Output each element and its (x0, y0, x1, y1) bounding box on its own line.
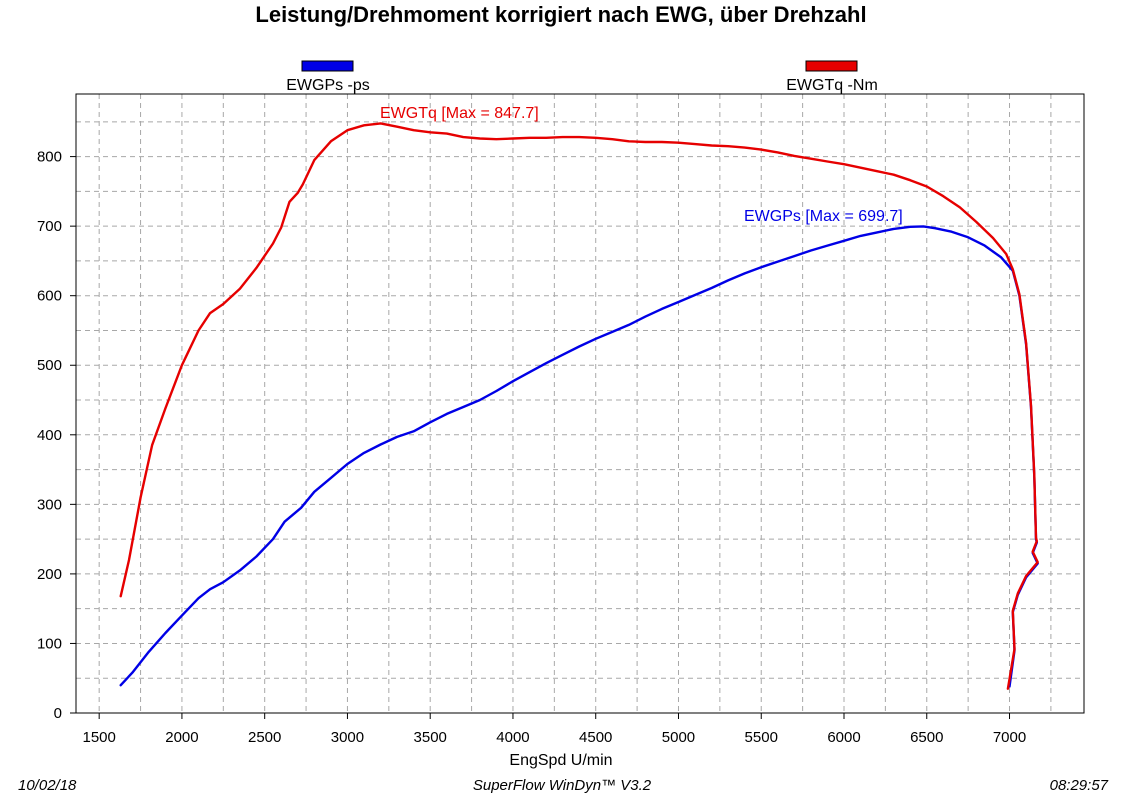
x-tick-label: 2000 (165, 729, 198, 746)
y-tick-label: 200 (37, 566, 62, 583)
grid (76, 94, 1084, 713)
x-tick-label: 6000 (827, 729, 860, 746)
y-tick-label: 300 (37, 496, 62, 513)
legend-label-torque: EWGTq -Nm (786, 77, 878, 94)
legend-label-power: EWGPs -ps (286, 77, 370, 94)
y-tick-label: 0 (54, 705, 62, 722)
y-axis: 0 100 200 300 400 500 600 700 800 (37, 149, 76, 722)
y-tick-label: 800 (37, 149, 62, 166)
annotation-torque-max: EWGTq [Max = 847.7] (380, 105, 539, 122)
legend-swatch-torque (805, 60, 858, 72)
footer-date: 10/02/18 (18, 777, 77, 794)
y-tick-label: 400 (37, 427, 62, 444)
x-tick-label: 5500 (745, 729, 778, 746)
x-tick-label: 2500 (248, 729, 281, 746)
y-tick-label: 600 (37, 288, 62, 305)
x-tick-label: 3000 (331, 729, 364, 746)
x-tick-label: 3500 (414, 729, 447, 746)
y-tick-label: 500 (37, 357, 62, 374)
legend: EWGPs -ps EWGTq -Nm (286, 60, 878, 94)
footer-time: 08:29:57 (1050, 777, 1109, 794)
y-tick-label: 100 (37, 635, 62, 652)
x-tick-label: 6500 (910, 729, 943, 746)
legend-swatch-power (301, 60, 354, 72)
footer-software: SuperFlow WinDyn™ V3.2 (473, 777, 652, 794)
x-tick-label: 4500 (579, 729, 612, 746)
x-tick-label: 5000 (662, 729, 695, 746)
x-axis: 1500 2000 2500 3000 3500 4000 4500 5000 5500 6000… (82, 713, 1026, 746)
chart-title: Leistung/Drehmoment korrigiert nach EWG,… (255, 2, 866, 27)
annotation-power-max: EWGPs [Max = 699.7] (744, 208, 903, 225)
y-tick-label: 700 (37, 218, 62, 235)
x-axis-label: EngSpd U/min (509, 752, 612, 769)
x-tick-label: 7000 (993, 729, 1026, 746)
plot-frame (75, 93, 1085, 714)
x-tick-label: 1500 (82, 729, 115, 746)
x-tick-label: 4000 (496, 729, 529, 746)
series-lines (119, 122, 1039, 690)
series-line-torque (119, 122, 1039, 690)
